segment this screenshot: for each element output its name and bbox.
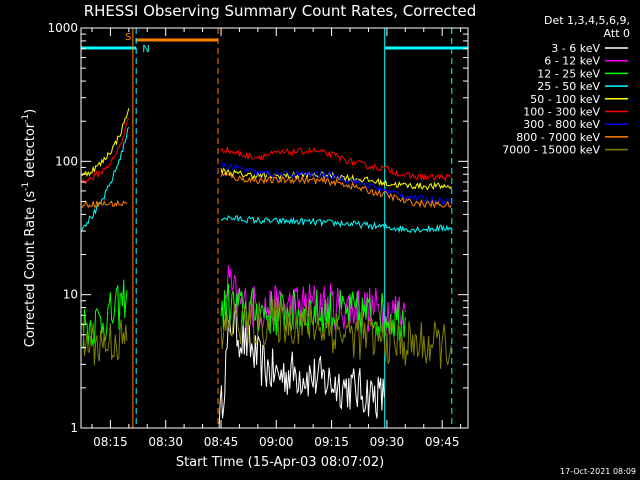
- legend-label: 6 - 12 keV: [544, 55, 600, 68]
- series-3-6kev: [218, 303, 385, 429]
- legend-label: 7000 - 15000 keV: [502, 144, 600, 157]
- legend-header-line: Att 0: [604, 27, 630, 40]
- saa-flag-label: S: [125, 32, 131, 43]
- y-tick-label: 1: [70, 421, 78, 435]
- series-6-12kev: [224, 265, 406, 337]
- x-tick-label: 09:00: [259, 435, 294, 449]
- timestamp: 17-Oct-2021 08:09: [560, 467, 636, 476]
- legend-label: 50 - 100 keV: [530, 93, 600, 106]
- y-axis: 1 10 100 1000: [47, 21, 468, 435]
- series-line: [218, 303, 385, 429]
- x-tick-label: 08:30: [148, 435, 183, 449]
- x-tick-label: 09:15: [314, 435, 349, 449]
- flag-bars: SN: [81, 28, 468, 428]
- series-7000-15000kev: [81, 296, 452, 369]
- x-axis-label: Start Time (15-Apr-03 08:07:02): [176, 455, 384, 470]
- series-line: [220, 172, 452, 209]
- x-tick-label: 08:45: [204, 435, 239, 449]
- y-tick-label: 1000: [47, 21, 78, 35]
- series-line: [220, 296, 452, 369]
- y-axis-label-part: Corrected Count Rate (s: [23, 191, 38, 348]
- legend-label: 100 - 300 keV: [523, 106, 600, 119]
- legend-header-line: Det 1,3,4,5,6,9,: [544, 14, 630, 27]
- series-line: [81, 108, 130, 178]
- series-800-7000kev: [81, 172, 452, 209]
- x-tick-label: 08:15: [93, 435, 128, 449]
- legend-label: 12 - 25 keV: [537, 67, 600, 80]
- legend-label: 800 - 7000 keV: [516, 131, 600, 144]
- series-line: [81, 199, 128, 209]
- plot-area: [81, 108, 452, 429]
- y-axis-label-part: detector: [23, 122, 38, 182]
- y-tick-label: 10: [63, 288, 78, 302]
- y-axis-label-exponent: -1: [21, 114, 31, 123]
- legend-label: 300 - 800 keV: [523, 118, 600, 131]
- legend-label: 3 - 6 keV: [551, 42, 600, 55]
- x-axis: 08:15 08:30 08:45 09:00 09:15 09:30 09:45: [91, 28, 462, 449]
- x-tick-label: 09:45: [425, 435, 460, 449]
- series-line: [81, 118, 130, 185]
- series-line: [220, 146, 452, 182]
- series-50-100kev: [81, 108, 452, 191]
- night-flag-label: N: [142, 44, 149, 55]
- y-axis-label-exponent: -1: [21, 182, 31, 191]
- y-tick-label: 100: [55, 154, 78, 168]
- chart-title: RHESSI Observing Summary Count Rates, Co…: [84, 2, 477, 20]
- plot-frame: [80, 27, 469, 429]
- series-line: [81, 319, 128, 366]
- series-line: [224, 265, 406, 337]
- series-25-50kev: [81, 127, 452, 234]
- y-axis-label-part: ): [23, 109, 38, 114]
- series-line: [81, 127, 130, 231]
- series-100-300kev: [81, 118, 452, 185]
- x-tick-label: 09:30: [370, 435, 405, 449]
- y-axis-label: Corrected Count Rate (s-1 detector-1): [21, 109, 38, 347]
- series-line: [220, 214, 452, 234]
- legend-label: 25 - 50 keV: [537, 80, 600, 93]
